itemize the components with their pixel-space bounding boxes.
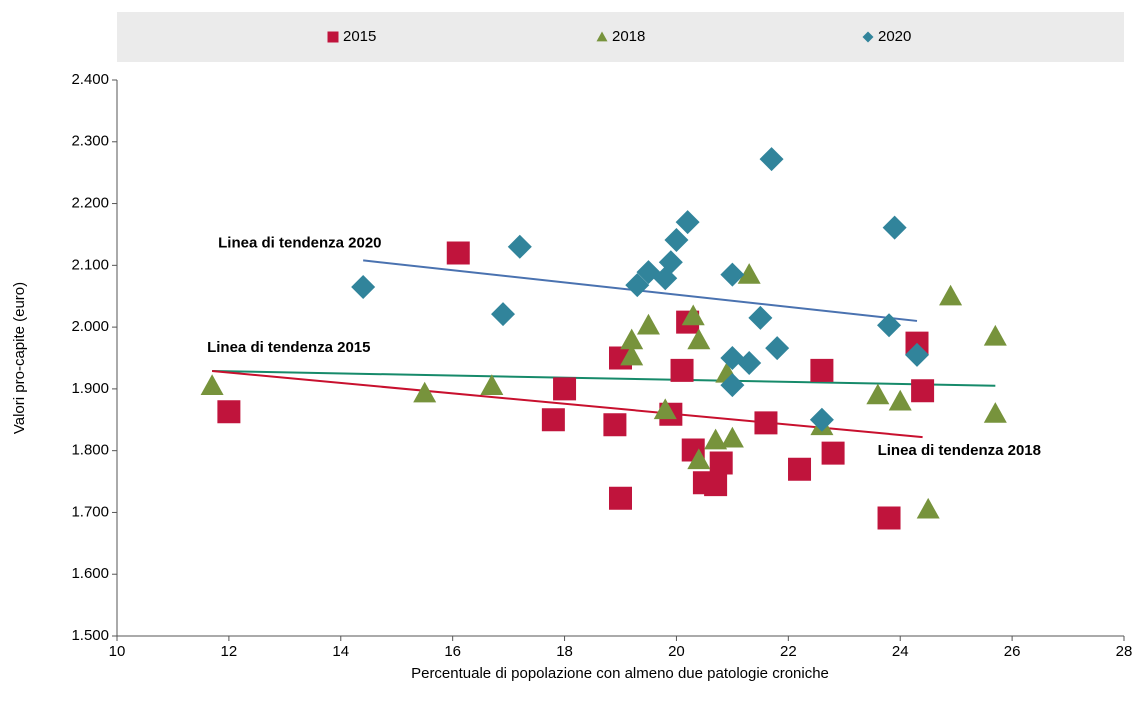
y-axis-title: Valori pro-capite (euro) bbox=[11, 282, 28, 434]
point bbox=[810, 358, 834, 382]
trend-line bbox=[212, 369, 996, 387]
legend-marker bbox=[862, 31, 874, 43]
point bbox=[670, 358, 694, 382]
point bbox=[541, 408, 565, 432]
point bbox=[217, 400, 241, 424]
trend-label: Linea di tendenza 2015 bbox=[207, 339, 370, 356]
legend-marker bbox=[327, 31, 339, 43]
legend-label: 2015 bbox=[343, 28, 376, 45]
x-tick-label: 10 bbox=[109, 643, 126, 660]
x-tick-label: 22 bbox=[780, 643, 797, 660]
point bbox=[754, 411, 778, 435]
point bbox=[681, 304, 705, 326]
point bbox=[704, 473, 728, 497]
point bbox=[759, 147, 784, 172]
y-tick-label: 1.800 bbox=[71, 442, 109, 459]
trend-label: Linea di tendenza 2020 bbox=[218, 234, 381, 251]
point bbox=[748, 305, 773, 330]
point bbox=[620, 328, 644, 350]
legend-label: 2018 bbox=[612, 28, 645, 45]
point bbox=[939, 284, 963, 306]
point bbox=[877, 506, 901, 530]
point bbox=[625, 273, 650, 298]
point bbox=[687, 328, 711, 350]
point bbox=[720, 426, 744, 448]
point bbox=[809, 407, 834, 432]
y-tick-label: 1.700 bbox=[71, 503, 109, 520]
point bbox=[905, 342, 930, 367]
y-tick-label: 2.300 bbox=[71, 133, 109, 150]
point bbox=[709, 451, 733, 475]
point bbox=[413, 381, 437, 403]
y-tick-label: 1.500 bbox=[71, 627, 109, 644]
x-axis-title: Percentuale di popolazione con almeno du… bbox=[411, 665, 829, 682]
point bbox=[653, 398, 677, 420]
point bbox=[888, 389, 912, 411]
point bbox=[788, 457, 812, 481]
x-tick-label: 24 bbox=[892, 643, 909, 660]
x-tick-label: 14 bbox=[332, 643, 349, 660]
point bbox=[983, 402, 1007, 423]
y-tick-label: 2.400 bbox=[71, 71, 109, 88]
y-tick-label: 2.100 bbox=[71, 256, 109, 273]
point bbox=[866, 383, 890, 405]
legend-box bbox=[117, 12, 1124, 62]
point bbox=[603, 413, 627, 437]
legend-label: 2020 bbox=[878, 28, 911, 45]
point bbox=[983, 324, 1007, 346]
point bbox=[877, 313, 902, 338]
point bbox=[636, 313, 660, 335]
x-tick-label: 28 bbox=[1116, 643, 1133, 660]
point bbox=[609, 486, 632, 510]
point bbox=[720, 262, 745, 287]
x-tick-label: 18 bbox=[556, 643, 573, 660]
point bbox=[553, 377, 577, 401]
y-tick-label: 2.000 bbox=[71, 318, 109, 335]
point bbox=[491, 302, 516, 327]
x-tick-label: 12 bbox=[221, 643, 238, 660]
point bbox=[687, 448, 711, 470]
y-tick-label: 1.900 bbox=[71, 380, 109, 397]
point bbox=[737, 263, 761, 284]
point bbox=[704, 428, 728, 450]
point bbox=[658, 250, 683, 275]
x-tick-label: 16 bbox=[444, 643, 461, 660]
point bbox=[200, 374, 224, 395]
y-tick-label: 1.600 bbox=[71, 565, 109, 582]
point bbox=[882, 215, 907, 240]
point bbox=[916, 497, 940, 519]
point bbox=[480, 374, 504, 395]
point bbox=[675, 210, 700, 235]
point bbox=[664, 228, 689, 253]
x-tick-label: 20 bbox=[668, 643, 685, 660]
point bbox=[765, 336, 790, 361]
point bbox=[446, 241, 470, 265]
point bbox=[620, 344, 644, 366]
legend-marker bbox=[596, 31, 608, 42]
point bbox=[507, 234, 532, 259]
point bbox=[911, 379, 935, 403]
x-tick-label: 26 bbox=[1004, 643, 1021, 660]
point bbox=[737, 350, 762, 375]
point bbox=[351, 274, 376, 299]
point bbox=[720, 373, 745, 398]
point bbox=[821, 441, 845, 465]
y-tick-label: 2.200 bbox=[71, 195, 109, 212]
trend-line bbox=[212, 369, 923, 439]
trend-label: Linea di tendenza 2018 bbox=[878, 442, 1041, 459]
